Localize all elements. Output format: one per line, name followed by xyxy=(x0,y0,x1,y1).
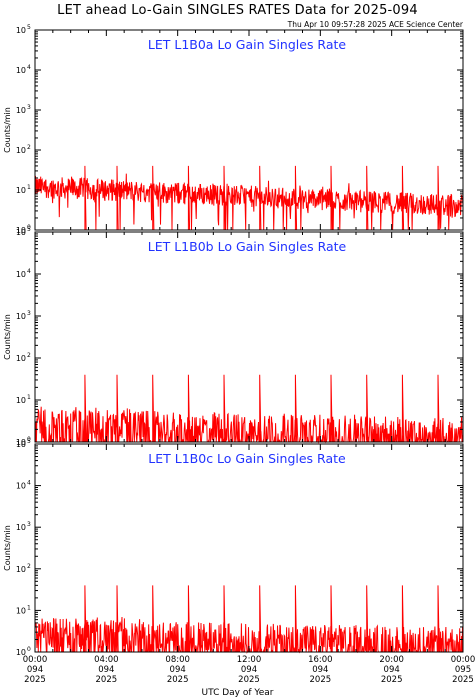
y-tick-label: 10 xyxy=(16,312,26,321)
y-tick-label: 10 xyxy=(16,482,26,491)
series-line xyxy=(34,374,464,444)
y-tick-label: 10 xyxy=(16,354,26,363)
y-tick-exponent: 4 xyxy=(27,268,31,275)
x-axis-label: UTC Day of Year xyxy=(201,688,274,698)
y-tick-label: 10 xyxy=(16,66,26,75)
generation-timestamp: Thu Apr 10 09:57:28 2025 ACE Science Cen… xyxy=(287,20,463,29)
y-tick-label: 10 xyxy=(16,440,26,449)
y-tick-exponent: 0 xyxy=(27,436,31,443)
x-tick-label: 2025 xyxy=(238,675,260,685)
y-tick-label: 10 xyxy=(16,186,26,195)
y-tick-exponent: 3 xyxy=(27,104,31,111)
x-tick-label: 094 xyxy=(98,665,114,675)
y-tick-label: 10 xyxy=(16,523,26,532)
y-axis-label: Counts/min xyxy=(3,314,12,360)
series-line xyxy=(34,165,464,231)
y-tick-label: 10 xyxy=(16,26,26,35)
y-tick-exponent: 5 xyxy=(27,438,31,445)
y-tick-label: 10 xyxy=(16,396,26,405)
y-tick-exponent: 4 xyxy=(27,480,31,487)
y-tick-exponent: 1 xyxy=(27,184,31,191)
x-tick-label: 12:00 xyxy=(237,655,262,665)
x-tick-label: 16:00 xyxy=(308,655,333,665)
y-tick-label: 10 xyxy=(16,146,26,155)
y-tick-exponent: 3 xyxy=(27,310,31,317)
x-tick-label: 094 xyxy=(241,665,257,675)
x-tick-label: 2025 xyxy=(381,675,403,685)
y-tick-exponent: 2 xyxy=(27,563,31,570)
y-tick-exponent: 4 xyxy=(27,64,31,71)
x-tick-label: 08:00 xyxy=(165,655,190,665)
x-tick-label: 094 xyxy=(27,665,43,675)
panel-title: LET L1B0a Lo Gain Singles Rate xyxy=(148,37,347,52)
y-tick-exponent: 1 xyxy=(27,604,31,611)
series-line xyxy=(34,585,464,654)
y-tick-label: 10 xyxy=(16,648,26,657)
chart-title: LET ahead Lo-Gain SINGLES RATES Data for… xyxy=(57,3,418,18)
x-tick-label: 00:00 xyxy=(451,655,475,665)
x-tick-label: 2025 xyxy=(96,675,118,685)
x-tick-label: 094 xyxy=(312,665,328,675)
panel-title: LET L1B0c Lo Gain Singles Rate xyxy=(148,451,346,466)
x-tick-label: 04:00 xyxy=(94,655,119,665)
y-tick-exponent: 3 xyxy=(27,521,31,528)
x-tick-label: 2025 xyxy=(24,675,46,685)
y-tick-exponent: 5 xyxy=(27,24,31,31)
y-axis-label: Counts/min xyxy=(3,525,12,571)
y-tick-exponent: 2 xyxy=(27,144,31,151)
x-tick-label: 094 xyxy=(170,665,186,675)
y-tick-exponent: 2 xyxy=(27,352,31,359)
y-tick-label: 10 xyxy=(16,606,26,615)
x-tick-label: 2025 xyxy=(452,675,474,685)
y-tick-exponent: 1 xyxy=(27,394,31,401)
y-tick-exponent: 0 xyxy=(27,646,31,653)
y-axis-label: Counts/min xyxy=(3,107,12,153)
x-tick-label: 20:00 xyxy=(379,655,404,665)
x-tick-label: 094 xyxy=(384,665,400,675)
panel-title: LET L1B0b Lo Gain Singles Rate xyxy=(148,239,347,254)
y-tick-label: 10 xyxy=(16,565,26,574)
y-tick-label: 10 xyxy=(16,226,26,235)
y-tick-exponent: 5 xyxy=(27,226,31,233)
y-tick-label: 10 xyxy=(16,228,26,237)
x-tick-label: 00:00 xyxy=(23,655,48,665)
x-tick-label: 2025 xyxy=(167,675,189,685)
x-tick-label: 095 xyxy=(455,665,471,675)
x-tick-label: 2025 xyxy=(310,675,332,685)
y-tick-label: 10 xyxy=(16,106,26,115)
y-tick-label: 10 xyxy=(16,438,26,447)
y-tick-exponent: 0 xyxy=(27,224,31,231)
plot-frame xyxy=(34,231,464,443)
plot-frame xyxy=(34,443,464,653)
y-tick-label: 10 xyxy=(16,270,26,279)
